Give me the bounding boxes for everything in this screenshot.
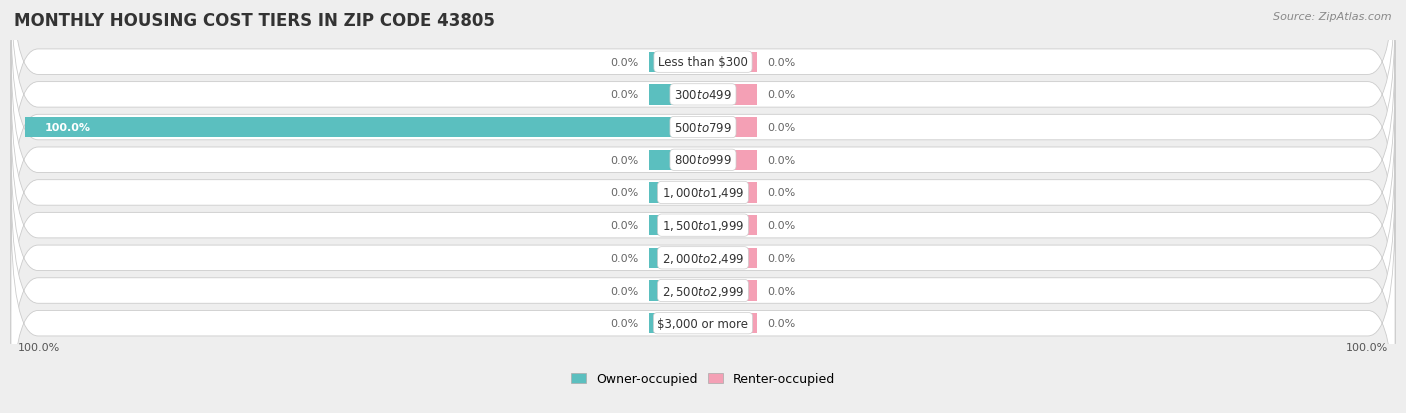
Text: 100.0%: 100.0% — [18, 342, 60, 352]
Bar — [648, 281, 703, 301]
Text: $2,500 to $2,999: $2,500 to $2,999 — [662, 284, 744, 298]
FancyBboxPatch shape — [11, 206, 1395, 413]
FancyBboxPatch shape — [11, 75, 1395, 311]
Bar — [648, 248, 703, 268]
Text: $800 to $999: $800 to $999 — [673, 154, 733, 167]
Text: MONTHLY HOUSING COST TIERS IN ZIP CODE 43805: MONTHLY HOUSING COST TIERS IN ZIP CODE 4… — [14, 12, 495, 30]
FancyBboxPatch shape — [11, 108, 1395, 343]
Text: 0.0%: 0.0% — [768, 286, 796, 296]
Text: 0.0%: 0.0% — [768, 90, 796, 100]
Legend: Owner-occupied, Renter-occupied: Owner-occupied, Renter-occupied — [567, 367, 839, 390]
Bar — [703, 150, 758, 171]
Bar — [648, 52, 703, 73]
Text: 0.0%: 0.0% — [768, 221, 796, 230]
Text: 0.0%: 0.0% — [610, 57, 638, 67]
FancyBboxPatch shape — [11, 0, 1395, 180]
Bar — [24, 118, 703, 138]
Bar — [703, 52, 758, 73]
FancyBboxPatch shape — [11, 173, 1395, 408]
FancyBboxPatch shape — [11, 0, 1395, 213]
Text: $1,500 to $1,999: $1,500 to $1,999 — [662, 218, 744, 233]
FancyBboxPatch shape — [11, 10, 1395, 245]
Text: 0.0%: 0.0% — [768, 318, 796, 328]
Text: 0.0%: 0.0% — [610, 318, 638, 328]
Text: $300 to $499: $300 to $499 — [673, 89, 733, 102]
Bar — [648, 183, 703, 203]
Text: 0.0%: 0.0% — [610, 155, 638, 165]
Bar — [648, 150, 703, 171]
Text: 0.0%: 0.0% — [768, 123, 796, 133]
Text: $3,000 or more: $3,000 or more — [658, 317, 748, 330]
Bar — [703, 216, 758, 236]
Text: $2,000 to $2,499: $2,000 to $2,499 — [662, 251, 744, 265]
Text: 0.0%: 0.0% — [610, 253, 638, 263]
Bar — [703, 183, 758, 203]
Text: 0.0%: 0.0% — [610, 90, 638, 100]
Text: 0.0%: 0.0% — [768, 188, 796, 198]
Text: 100.0%: 100.0% — [1346, 342, 1388, 352]
Bar — [703, 313, 758, 334]
Bar — [703, 248, 758, 268]
Text: 0.0%: 0.0% — [610, 286, 638, 296]
Bar — [703, 118, 758, 138]
Text: $500 to $799: $500 to $799 — [673, 121, 733, 134]
Bar — [703, 281, 758, 301]
FancyBboxPatch shape — [11, 43, 1395, 278]
Bar — [703, 85, 758, 105]
Text: 0.0%: 0.0% — [768, 253, 796, 263]
Bar — [648, 216, 703, 236]
Text: 0.0%: 0.0% — [610, 188, 638, 198]
Text: Source: ZipAtlas.com: Source: ZipAtlas.com — [1274, 12, 1392, 22]
Text: 0.0%: 0.0% — [768, 155, 796, 165]
Text: 100.0%: 100.0% — [45, 123, 91, 133]
Bar — [648, 313, 703, 334]
FancyBboxPatch shape — [11, 140, 1395, 376]
Text: Less than $300: Less than $300 — [658, 56, 748, 69]
Text: 0.0%: 0.0% — [768, 57, 796, 67]
Text: 0.0%: 0.0% — [610, 221, 638, 230]
Text: $1,000 to $1,499: $1,000 to $1,499 — [662, 186, 744, 200]
Bar — [648, 85, 703, 105]
